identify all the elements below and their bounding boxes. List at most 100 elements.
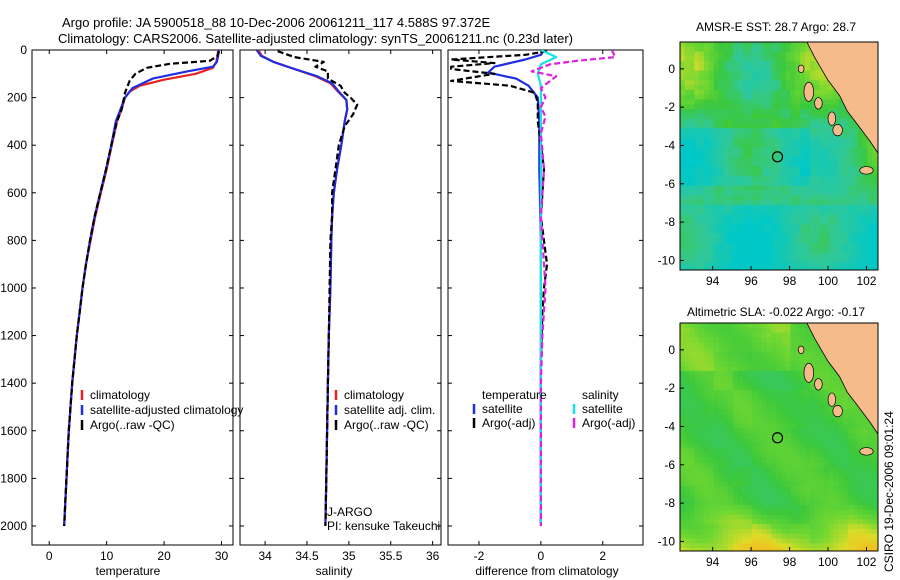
map-cell (833, 161, 840, 168)
map-cell (713, 89, 719, 96)
map-cell (819, 519, 825, 525)
map-cell (795, 548, 801, 551)
map-cell (785, 399, 792, 405)
legend-label: Argo(..raw -QC) (90, 418, 175, 432)
map-cell (723, 390, 729, 396)
map-cell (694, 94, 700, 101)
map-cell (857, 267, 864, 270)
map-cell (833, 157, 840, 163)
map-cell (872, 176, 878, 182)
map-cell (761, 409, 768, 415)
map-cell (723, 452, 729, 458)
map-cell (809, 224, 816, 230)
map-cell (704, 200, 710, 206)
map-cell (819, 133, 825, 139)
map-cell (766, 495, 772, 501)
map-cell (771, 399, 777, 405)
map-cell (704, 390, 710, 396)
map-cell (718, 51, 724, 57)
map-cell (737, 466, 744, 473)
map-cell (790, 442, 796, 449)
map-cell (809, 332, 816, 338)
map-cell (728, 185, 734, 192)
map-cell (680, 252, 686, 259)
map-cell (737, 142, 744, 148)
map-cell (704, 123, 710, 129)
map-cell (776, 248, 782, 254)
map-cell (752, 61, 758, 67)
map-cell (780, 481, 787, 487)
map-cell (771, 524, 777, 530)
map-cell (814, 61, 820, 67)
map-cell (680, 133, 686, 139)
map-cell (800, 70, 806, 77)
map-cell (819, 195, 825, 201)
legend-label: climatology (90, 388, 150, 402)
map-cell (829, 224, 835, 230)
series-line-salinity-satellite (536, 50, 558, 526)
map-cell (713, 438, 719, 444)
map-cell (790, 471, 796, 477)
map-cell (771, 252, 777, 259)
map-cell (708, 370, 715, 377)
x-tick-label: 10 (100, 549, 114, 563)
map-cell (814, 514, 820, 520)
map-cell (761, 500, 768, 506)
map-cell (843, 438, 849, 444)
map-cell (843, 152, 849, 158)
map-cell (819, 509, 825, 516)
map-cell (833, 505, 840, 511)
map-cell (785, 452, 792, 458)
map-cell (684, 171, 691, 177)
map-cell (771, 228, 777, 235)
map-cell (704, 80, 710, 86)
map-cell (723, 204, 729, 211)
map-cell (737, 519, 744, 525)
map-cell (761, 509, 768, 516)
map-cell (814, 157, 820, 163)
map-cell (737, 190, 744, 196)
map-cell (814, 133, 820, 139)
map-cell (843, 190, 849, 196)
map-cell (814, 161, 820, 168)
map-cell (795, 490, 801, 496)
map-cell (833, 118, 840, 124)
map-cell (761, 471, 768, 477)
map-cell (862, 438, 868, 444)
map-cell (843, 243, 849, 249)
map-cell (805, 423, 811, 429)
map-cell (723, 94, 729, 101)
map-cell (766, 219, 772, 225)
map-cell (805, 399, 811, 405)
map-cell (776, 375, 782, 382)
map-cell (728, 543, 734, 549)
map-cell (708, 118, 715, 124)
map-cell (713, 447, 719, 453)
map-cell (857, 471, 864, 477)
sla-argo-position-marker (771, 432, 784, 444)
sla-field (680, 323, 878, 551)
map-cell (790, 75, 796, 81)
map-cell (728, 104, 734, 110)
map-cell (689, 375, 695, 382)
map-cell (805, 481, 811, 487)
map-cell (742, 414, 748, 420)
map-cell (723, 214, 729, 220)
map-cell (809, 543, 816, 549)
map-cell (752, 409, 758, 415)
map-cell (708, 113, 715, 120)
map-cell (747, 161, 753, 168)
map-cell (824, 505, 830, 511)
map-cell (824, 538, 830, 544)
map-cell (713, 533, 719, 540)
map-cell (809, 500, 816, 506)
map-cell (848, 233, 854, 239)
map-cell (737, 118, 744, 124)
map-cell (728, 524, 734, 530)
map-cell (867, 538, 873, 544)
map-cell (728, 42, 734, 48)
map-cell (814, 495, 820, 501)
map-cell (814, 89, 820, 96)
map-cell (752, 190, 758, 196)
map-cell (708, 356, 715, 362)
